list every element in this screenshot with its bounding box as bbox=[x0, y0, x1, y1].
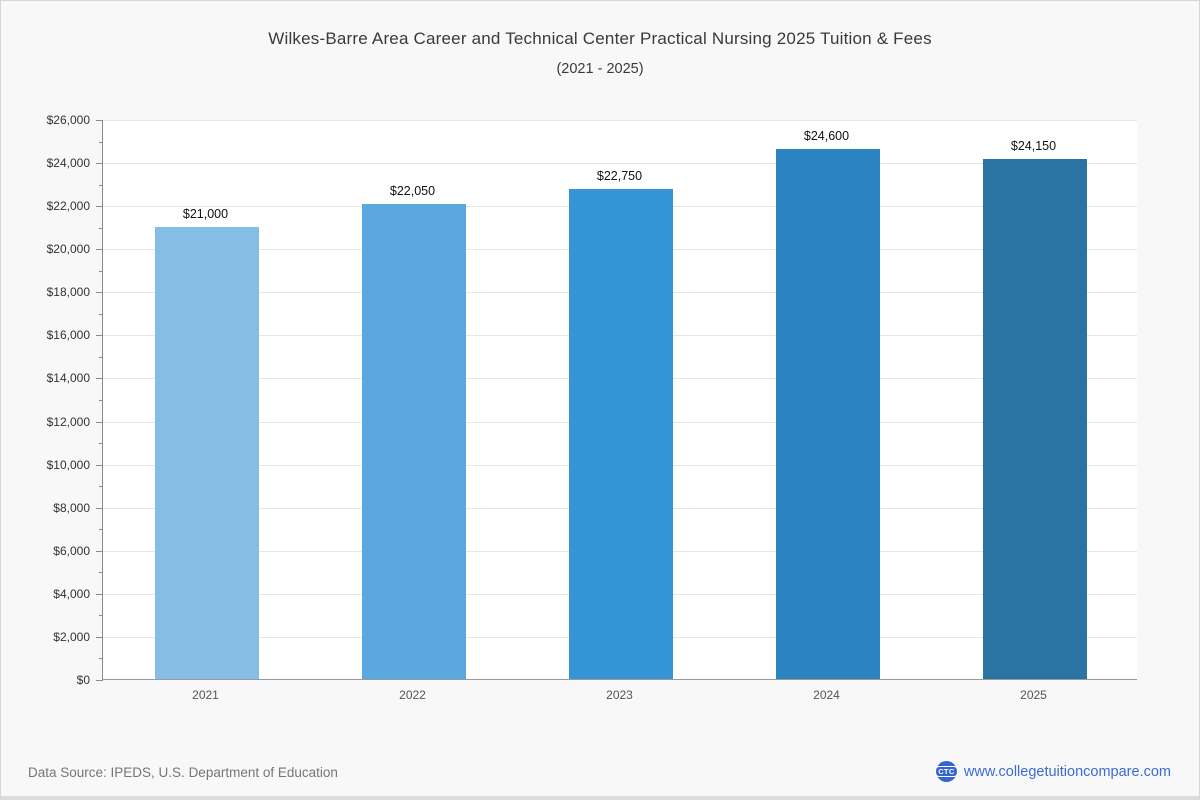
bar-2023 bbox=[568, 189, 673, 679]
y-axis-minor-tick bbox=[99, 529, 103, 531]
y-axis-major-tick bbox=[96, 120, 103, 121]
gridline bbox=[103, 120, 1137, 121]
y-axis-tick-label: $18,000 bbox=[46, 285, 90, 300]
bar-value-label: $24,600 bbox=[803, 129, 850, 144]
y-axis-tick-label: $22,000 bbox=[46, 199, 90, 214]
bar-2022 bbox=[361, 204, 466, 679]
y-axis-minor-tick bbox=[99, 572, 103, 574]
y-axis-minor-tick bbox=[99, 486, 103, 488]
y-axis-minor-tick bbox=[99, 615, 103, 617]
y-axis-major-tick bbox=[96, 292, 103, 294]
chart-subtitle: (2021 - 2025) bbox=[556, 61, 644, 77]
x-axis-tick-label: 2022 bbox=[399, 688, 426, 702]
bar-2025 bbox=[982, 158, 1087, 679]
bar-value-label: $21,000 bbox=[182, 206, 229, 221]
gridline bbox=[103, 163, 1137, 165]
y-axis-tick-label: $14,000 bbox=[46, 371, 90, 386]
y-axis-major-tick bbox=[96, 593, 103, 595]
bar-2021 bbox=[154, 226, 259, 679]
y-axis-tick-label: $16,000 bbox=[46, 328, 90, 343]
chart-title: Wilkes-Barre Area Career and Technical C… bbox=[268, 29, 932, 48]
y-axis-tick-label: $24,000 bbox=[46, 156, 90, 171]
y-axis-major-tick bbox=[96, 680, 103, 681]
site-link[interactable]: CTC www.collegetuitioncompare.com bbox=[935, 761, 1171, 782]
y-axis-tick-label: $8,000 bbox=[53, 500, 90, 515]
bar-value-label: $22,050 bbox=[389, 184, 436, 199]
y-axis-major-tick bbox=[96, 507, 103, 509]
y-axis-tick-label: $6,000 bbox=[53, 543, 90, 558]
data-source-note: Data Source: IPEDS, U.S. Department of E… bbox=[28, 765, 338, 780]
y-axis-tick-label: $0 bbox=[76, 673, 90, 687]
ctc-logo-icon: CTC bbox=[935, 761, 958, 782]
y-axis-tick-label: $20,000 bbox=[46, 242, 90, 257]
x-axis-tick-label: 2023 bbox=[606, 688, 633, 702]
y-axis-tick-label: $2,000 bbox=[53, 629, 90, 644]
y-axis-major-tick bbox=[96, 550, 103, 552]
y-axis-tick-label: $26,000 bbox=[46, 113, 90, 127]
y-axis-major-tick bbox=[96, 206, 103, 208]
y-axis-tick-label: $12,000 bbox=[46, 414, 90, 429]
y-axis-major-tick bbox=[96, 464, 103, 466]
y-axis-minor-tick bbox=[99, 227, 103, 229]
y-axis-tick-label: $10,000 bbox=[46, 457, 90, 472]
bar-value-label: $22,750 bbox=[596, 169, 643, 183]
y-axis-tick-label: $4,000 bbox=[53, 586, 90, 601]
x-axis-tick-label: 2025 bbox=[1020, 688, 1047, 702]
y-axis-minor-tick bbox=[99, 184, 103, 186]
y-axis-minor-tick bbox=[99, 443, 103, 445]
x-axis-tick-label: 2024 bbox=[813, 688, 840, 702]
bar-value-label: $24,150 bbox=[1010, 138, 1057, 153]
y-axis-major-tick bbox=[96, 163, 103, 165]
y-axis-major-tick bbox=[96, 421, 103, 423]
y-axis-major-tick bbox=[96, 378, 103, 380]
y-axis-major-tick bbox=[96, 335, 103, 337]
y-axis-minor-tick bbox=[99, 400, 103, 401]
y-axis-minor-tick bbox=[99, 658, 103, 660]
y-axis-minor-tick bbox=[99, 313, 103, 315]
bar-2024 bbox=[775, 149, 880, 679]
ctc-logo-text: CTC bbox=[935, 765, 958, 778]
y-axis-major-tick bbox=[96, 249, 103, 251]
y-axis-minor-tick bbox=[99, 356, 103, 358]
y-axis-minor-tick bbox=[99, 270, 103, 272]
y-axis-major-tick bbox=[96, 636, 103, 638]
y-axis-minor-tick bbox=[99, 141, 103, 143]
x-axis-tick-label: 2021 bbox=[192, 688, 219, 702]
site-link-label: www.collegetuitioncompare.com bbox=[963, 763, 1171, 780]
plot-area bbox=[96, 120, 1137, 681]
